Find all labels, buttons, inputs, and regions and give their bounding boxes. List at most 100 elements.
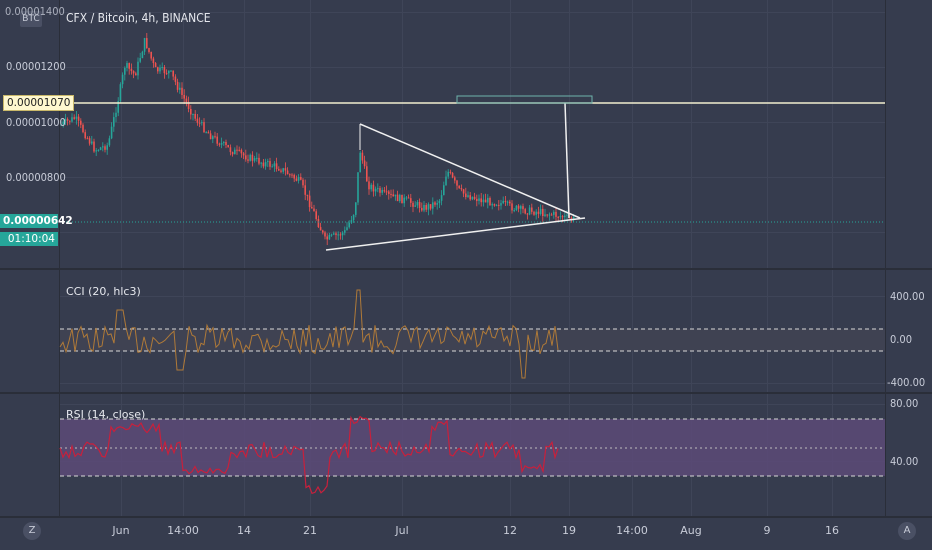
- candle-body: [372, 184, 375, 192]
- candle-body: [531, 207, 533, 212]
- candle-body: [445, 176, 447, 186]
- candle-body: [135, 73, 137, 76]
- candle-body: [75, 116, 78, 119]
- cci-band: [60, 329, 885, 351]
- candle-body: [269, 161, 271, 167]
- candle-body: [517, 205, 520, 209]
- candle-body: [489, 197, 491, 206]
- grid-line: [767, 0, 768, 518]
- candle-body: [159, 67, 161, 72]
- candle-body: [561, 216, 564, 218]
- candle-body: [212, 136, 214, 140]
- grid-line: [60, 12, 885, 13]
- candle-body: [333, 233, 335, 235]
- candle-body: [139, 58, 141, 62]
- time-label: Jul: [395, 524, 409, 537]
- candle-body: [390, 193, 392, 195]
- grid-line: [121, 0, 122, 518]
- candle-body: [275, 163, 278, 169]
- candle-body: [559, 216, 562, 218]
- candle-body: [185, 98, 188, 103]
- grid-line: [60, 296, 885, 297]
- candle-body: [187, 102, 190, 109]
- candle-body: [553, 211, 555, 215]
- candle-body: [225, 142, 227, 146]
- candle-body: [423, 205, 425, 211]
- candle-body: [119, 84, 122, 101]
- pane-separator[interactable]: [0, 392, 932, 394]
- grid-line: [691, 0, 692, 518]
- candle-body: [366, 166, 368, 182]
- grid-line: [244, 0, 245, 518]
- candle-body: [566, 214, 568, 216]
- candle-body: [91, 141, 93, 144]
- candle-body: [535, 211, 537, 215]
- candle-body: [491, 204, 493, 206]
- time-label: 12: [503, 524, 517, 537]
- candle-body: [473, 196, 476, 199]
- candle-body: [471, 196, 474, 200]
- candle-body: [449, 171, 452, 173]
- candle-body: [249, 154, 251, 161]
- candle-body: [515, 205, 518, 211]
- pane-separator[interactable]: [0, 268, 932, 270]
- candle-body: [256, 157, 258, 159]
- candle-body: [335, 233, 337, 235]
- candles: [60, 32, 575, 246]
- candle-body: [260, 162, 262, 164]
- candle-body: [271, 166, 273, 168]
- candle-body: [328, 234, 331, 240]
- rsi-axis-label: 80.00: [890, 397, 919, 410]
- candle-body: [113, 117, 115, 127]
- candle-body: [117, 100, 119, 113]
- bar-countdown-tag: 01:10:04: [0, 232, 58, 246]
- candle-body: [522, 206, 524, 210]
- candle-body: [95, 150, 97, 152]
- grid-line: [569, 0, 570, 518]
- candle-body: [106, 145, 108, 150]
- auto-scale-button[interactable]: A: [898, 522, 916, 540]
- candle-body: [458, 185, 460, 189]
- candle-body: [194, 113, 196, 119]
- candle-body: [570, 217, 573, 221]
- candle-body: [410, 198, 412, 203]
- chart-title: CFX / Bitcoin, 4h, BINANCE: [66, 11, 211, 25]
- candle-body: [511, 203, 513, 211]
- candle-body: [322, 230, 324, 233]
- candle-body: [438, 200, 441, 204]
- time-label: 14: [237, 524, 251, 537]
- candle-body: [350, 220, 353, 223]
- candle-body: [456, 180, 458, 186]
- candle-body: [71, 117, 73, 122]
- candle-body: [80, 120, 82, 125]
- candle-body: [513, 210, 515, 212]
- zoom-reset-button[interactable]: Z: [23, 522, 41, 540]
- symbol-badge[interactable]: BTC: [20, 11, 42, 27]
- time-label: 14:00: [167, 524, 199, 537]
- candle-body: [388, 191, 390, 194]
- candle-body: [469, 195, 471, 200]
- resistance-price-tag: 0.00001070: [3, 95, 75, 111]
- candle-body: [539, 208, 542, 214]
- candle-body: [524, 209, 526, 214]
- time-label: 21: [303, 524, 317, 537]
- candle-body: [278, 168, 280, 171]
- candle-body: [361, 152, 364, 161]
- candle-body: [300, 177, 302, 180]
- candle-body: [370, 184, 372, 190]
- grid-line: [60, 67, 885, 68]
- candle-body: [214, 136, 216, 138]
- candle-body: [108, 138, 111, 146]
- candle-body: [82, 124, 84, 133]
- candle-body: [163, 67, 166, 74]
- candle-body: [141, 51, 144, 59]
- candle-body: [377, 188, 379, 190]
- candle-body: [337, 234, 339, 236]
- candle-body: [150, 51, 152, 59]
- candle-body: [62, 121, 64, 125]
- candle-body: [93, 141, 95, 152]
- candle-body: [326, 236, 328, 240]
- candle-body: [126, 63, 128, 68]
- candle-body: [157, 67, 159, 72]
